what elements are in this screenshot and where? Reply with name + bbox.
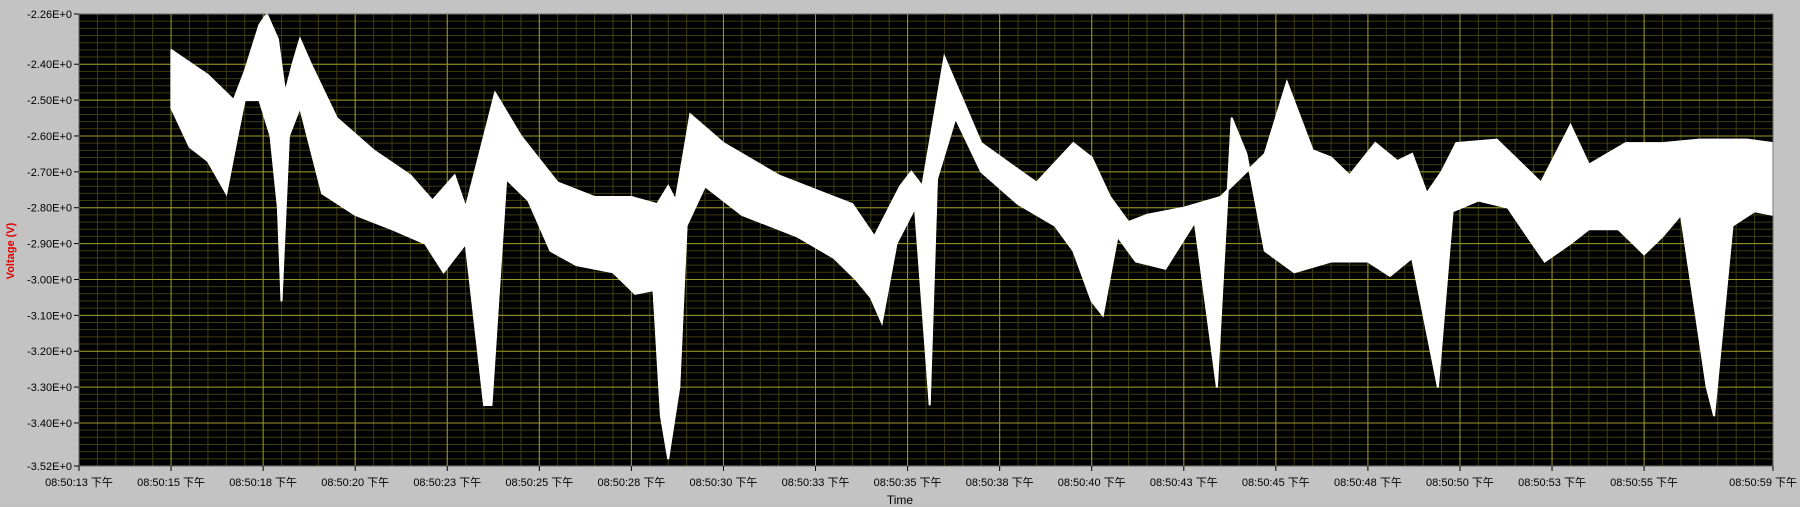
x-tick-label: 08:50:18 下午 — [229, 476, 297, 489]
y-tick-label: -3.00E+0 — [27, 274, 72, 286]
y-tick-label: -2.60E+0 — [27, 131, 72, 143]
y-tick-label: -3.30E+0 — [27, 382, 72, 394]
x-tick-label: 08:50:35 下午 — [874, 476, 942, 489]
y-tick-label: -2.90E+0 — [27, 239, 72, 251]
x-tick-label: 08:50:53 下午 — [1518, 476, 1586, 489]
x-tick-label: 08:50:28 下午 — [597, 476, 665, 489]
x-tick-label: 08:50:30 下午 — [690, 476, 758, 489]
trace-upper-edge — [170, 11, 1774, 239]
x-tick-label: 08:50:48 下午 — [1334, 476, 1402, 489]
x-axis-label: Time — [886, 493, 914, 507]
x-tick-label: 08:50:55 下午 — [1610, 476, 1678, 489]
x-tick-label: 08:50:50 下午 — [1426, 476, 1494, 489]
trace-lower-edge — [170, 99, 1774, 459]
y-tick-label: -3.52E+0 — [27, 461, 72, 473]
x-tick-label: 08:50:20 下午 — [321, 476, 389, 489]
y-tick-label: -2.80E+0 — [27, 203, 72, 215]
y-axis-label: Voltage (V) — [5, 222, 17, 280]
x-tick-label: 08:50:59 下午 — [1729, 476, 1797, 489]
y-tick-label: -2.26E+0 — [27, 9, 72, 21]
x-tick-label: 08:50:45 下午 — [1242, 476, 1310, 489]
x-tick-label: 08:50:33 下午 — [782, 476, 850, 489]
x-tick-label: 08:50:40 下午 — [1058, 476, 1126, 489]
y-tick-label: -2.70E+0 — [27, 167, 72, 179]
x-tick-label: 08:50:43 下午 — [1150, 476, 1218, 489]
x-tick-label: 08:50:13 下午 — [45, 476, 113, 489]
y-tick-label: -3.20E+0 — [27, 346, 72, 358]
x-tick-label: 08:50:25 下午 — [505, 476, 573, 489]
y-tick-label: -3.10E+0 — [27, 310, 72, 322]
y-tick-label: -2.50E+0 — [27, 95, 72, 107]
y-axis-tick-labels: -2.26E+0 -2.40E+0 -2.50E+0 -2.60E+0 -2.70E+0… — [27, 9, 79, 473]
plot-frame — [78, 13, 1774, 467]
x-tick-label: 08:50:23 下午 — [413, 476, 481, 489]
x-tick-label: 08:50:15 下午 — [137, 476, 205, 489]
x-tick-label: 08:50:38 下午 — [966, 476, 1034, 489]
y-tick-label: -3.40E+0 — [27, 418, 72, 430]
x-axis-tick-labels: 08:50:13 下午 08:50:15 下午 08:50:18 下午 08:50:2… — [45, 466, 1797, 489]
y-tick-label: -2.40E+0 — [27, 59, 72, 71]
voltage-trace — [170, 11, 1774, 460]
